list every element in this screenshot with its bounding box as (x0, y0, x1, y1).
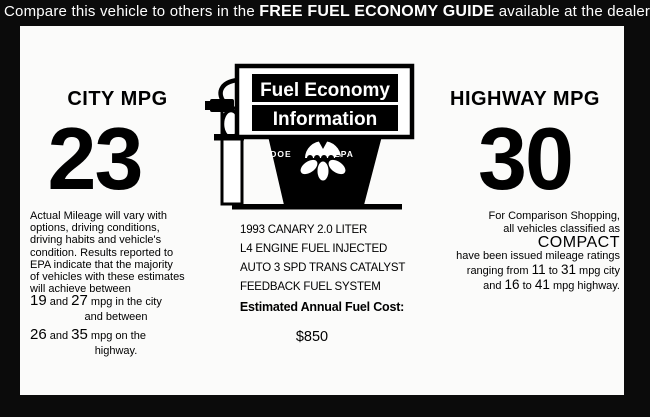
and-word: and (483, 280, 502, 292)
banner-prefix: Compare this vehicle to others in the (4, 3, 260, 20)
pump-nozzle-spout (205, 101, 212, 110)
emblem-scallop (314, 155, 320, 161)
vehicle-line-4: FEEDBACK FUEL SYSTEM (240, 281, 381, 293)
fuel-cost-value: $850 (295, 329, 329, 345)
to-word: to (522, 280, 532, 292)
range-between: and between (84, 311, 148, 323)
vehicle-description: 1993 CANARY 2.0 LITER L4 ENGINE FUEL INJ… (240, 221, 405, 297)
range-prefix: ranging from (466, 265, 529, 277)
disclaimer-line: Actual Mileage will vary with (30, 210, 167, 222)
highway-range-unit: mpg on the (90, 330, 146, 342)
comparison-highway-range-line: and 16 to 41 mpg highway. (425, 278, 620, 293)
fuel-cost-label: Estimated Annual Fuel Cost: (239, 300, 405, 314)
emblem-notch (318, 140, 328, 149)
vehicle-line-3: AUTO 3 SPD TRANS CATALYST (240, 262, 406, 274)
sign-bar-bottom (252, 105, 398, 131)
to-word: to (548, 265, 558, 277)
emblem-scallop (321, 155, 327, 161)
disclaimer-line: condition. Results reported to (30, 246, 174, 259)
disclaimer-line: EPA indicate that the majority (30, 258, 173, 271)
fuel-pump-graphic: Fuel Economy Information DOE EPA (205, 63, 415, 210)
and-word: and (49, 296, 69, 308)
city-mpg-heading: CITY MPG (67, 88, 168, 110)
city-range-unit: mpg in the city (90, 296, 162, 308)
emblem-petal-right (328, 159, 346, 175)
vehicle-line-1: 1993 CANARY 2.0 LITER (240, 224, 368, 236)
comparison-line-2: all vehicles classified as (503, 223, 620, 235)
class-highway-high: 41 (534, 277, 550, 292)
range-suffix: mpg highway. (552, 280, 620, 292)
emblem-scallop (328, 155, 334, 161)
and-word: and (49, 330, 69, 342)
disclaimer-line: options, driving conditions, (30, 222, 160, 235)
sign-bar-top (252, 74, 398, 102)
vehicle-line-2: L4 ENGINE FUEL INJECTED (240, 243, 388, 255)
top-banner: Compare this vehicle to others in the FR… (4, 3, 650, 21)
disclaimer-line: driving habits and vehicle's (30, 234, 162, 247)
sign-line-2: Information (273, 109, 378, 130)
comparison-city-range-line: ranging from 11 to 31 mpg city (425, 263, 620, 278)
emblem-petal-left (300, 159, 318, 175)
highway-mpg-value: 30 (478, 109, 574, 208)
city-range-low: 19 (30, 292, 47, 309)
comparison-line-1: For Comparison Shopping, (488, 210, 620, 222)
city-range-high: 27 (71, 292, 88, 309)
pump-nozzle-icon (210, 99, 234, 112)
doe-epa-emblem: DOE EPA (270, 140, 354, 181)
pump-post-bracket (214, 134, 244, 141)
emblem-fan (305, 141, 341, 158)
banner-suffix: available at the dealer. (494, 3, 650, 20)
emblem-petal-center (317, 161, 329, 181)
highway-range-low: 26 (30, 326, 47, 343)
pump-base (232, 204, 402, 210)
city-range-line: 19 and 27 mpg in the city (30, 292, 202, 309)
comparison-line-3: have been issued mileage ratings (456, 250, 620, 262)
mileage-range: 19 and 27 mpg in the city and between 26… (30, 292, 202, 360)
class-city-high: 31 (560, 262, 576, 277)
epa-label: EPA (334, 149, 354, 159)
mileage-disclaimer: Actual Mileage will vary with options, d… (30, 210, 210, 295)
sign-line-1: Fuel Economy (260, 80, 390, 101)
highway-range-line: 26 and 35 mpg on the (30, 326, 202, 343)
banner-guide-title: FREE FUEL ECONOMY GUIDE (259, 3, 495, 20)
highway-word: highway. (94, 345, 138, 357)
city-mpg-value: 23 (47, 109, 144, 208)
doe-label: DOE (270, 149, 291, 159)
vehicle-class: COMPACT (537, 234, 620, 251)
class-highway-low: 16 (504, 277, 520, 292)
class-city-low: 11 (531, 262, 546, 277)
disclaimer-line: will achieve between (30, 283, 131, 296)
emblem-scallop (307, 155, 313, 161)
disclaimer-line: of vehicles with these estimates (30, 271, 185, 284)
emblem-scallop (335, 155, 341, 161)
range-suffix: mpg city (579, 265, 620, 277)
highway-range-high: 35 (71, 326, 88, 343)
comparison-shopping-note: For Comparison Shopping, all vehicles cl… (425, 210, 620, 293)
highway-mpg-heading: HIGHWAY MPG (450, 88, 600, 110)
